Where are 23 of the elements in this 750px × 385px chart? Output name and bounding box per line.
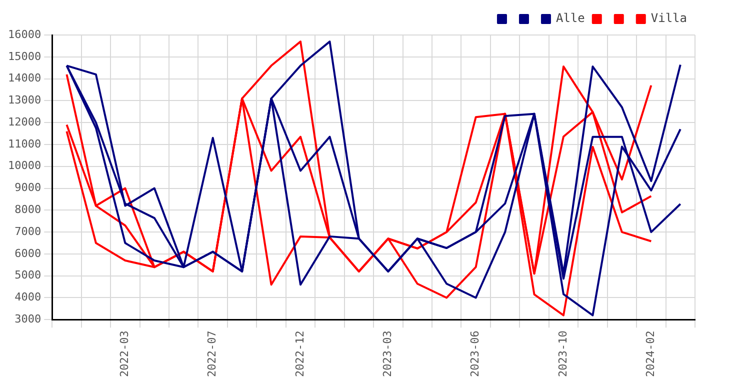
y-tick-label: 16000 xyxy=(8,28,42,41)
y-tick-label: 3000 xyxy=(14,312,42,326)
x-tick-label: 2022-03 xyxy=(118,330,132,377)
y-tick-label: 12000 xyxy=(8,115,42,128)
y-tick-label: 15000 xyxy=(8,50,42,63)
y-tick-label: 13000 xyxy=(8,94,42,107)
y-tick-label: 11000 xyxy=(8,137,42,150)
y-tick-label: 4000 xyxy=(14,290,42,304)
y-tick-label: 10000 xyxy=(8,159,42,172)
y-tick-label: 5000 xyxy=(14,268,42,282)
x-tick-label: 2023-06 xyxy=(468,330,482,377)
x-tick-label: 2022-07 xyxy=(206,330,219,377)
legend-label: Villa xyxy=(650,11,687,26)
x-tick-label: 2023-10 xyxy=(556,330,570,377)
x-tick-label: 2024-02 xyxy=(644,330,658,377)
y-tick-label: 14000 xyxy=(8,72,42,85)
y-tick-label: 8000 xyxy=(14,203,42,216)
x-tick-label: 2022-12 xyxy=(293,330,306,377)
y-tick-label: 6000 xyxy=(14,246,42,260)
y-tick-label: 7000 xyxy=(14,224,42,238)
y-tick-label: 9000 xyxy=(14,181,42,194)
x-tick-label: 2023-03 xyxy=(381,330,394,377)
legend-label: Alle xyxy=(556,11,585,26)
